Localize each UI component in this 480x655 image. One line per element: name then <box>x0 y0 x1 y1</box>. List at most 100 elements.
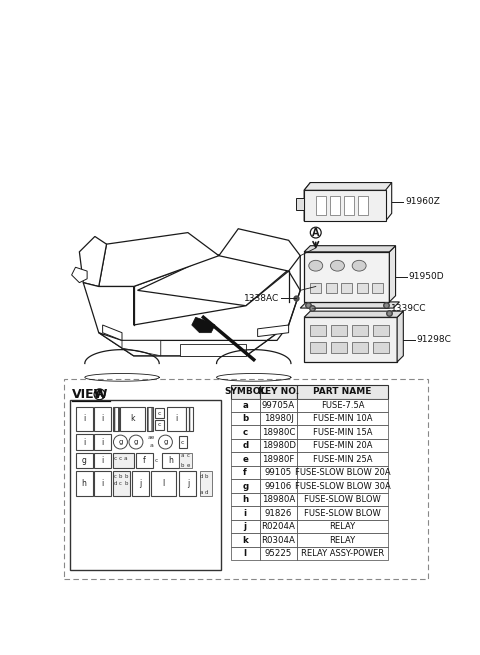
Bar <box>297 439 388 453</box>
Polygon shape <box>192 317 215 333</box>
Text: c: c <box>243 428 248 437</box>
Bar <box>260 385 297 398</box>
Bar <box>297 453 388 466</box>
Bar <box>94 407 111 431</box>
Polygon shape <box>83 271 300 356</box>
Bar <box>297 547 388 560</box>
Text: g: g <box>242 481 248 491</box>
Bar <box>152 472 176 496</box>
Bar <box>230 453 260 466</box>
Bar <box>230 506 260 520</box>
Bar <box>297 466 388 479</box>
Bar <box>341 283 352 293</box>
Text: c: c <box>114 474 117 479</box>
Bar <box>260 533 297 547</box>
Bar <box>113 453 134 468</box>
Bar <box>230 520 260 533</box>
Bar <box>260 412 297 426</box>
Polygon shape <box>219 229 300 271</box>
Text: 18980F: 18980F <box>263 455 295 464</box>
Bar <box>297 533 388 547</box>
Bar <box>180 453 192 468</box>
Text: j: j <box>244 522 247 531</box>
Bar <box>373 325 389 336</box>
Text: 1339CC: 1339CC <box>391 303 426 312</box>
Polygon shape <box>300 302 399 308</box>
Bar <box>75 407 93 431</box>
Text: FUSE-MIN 10A: FUSE-MIN 10A <box>313 414 372 423</box>
Text: i: i <box>244 508 247 517</box>
Text: 95225: 95225 <box>265 549 292 558</box>
Text: i: i <box>83 415 85 423</box>
Text: g: g <box>134 439 138 445</box>
Bar <box>75 434 93 450</box>
Text: 91826: 91826 <box>265 508 292 517</box>
Bar <box>260 426 297 439</box>
Text: c: c <box>113 457 117 462</box>
Text: a: a <box>242 401 248 410</box>
Bar <box>94 434 111 450</box>
Ellipse shape <box>330 260 345 271</box>
Text: k: k <box>242 536 248 544</box>
Polygon shape <box>397 311 403 362</box>
Text: c: c <box>187 453 190 458</box>
Bar <box>147 407 153 431</box>
Polygon shape <box>103 325 122 341</box>
Bar <box>297 479 388 493</box>
Text: 99705A: 99705A <box>262 401 295 410</box>
Text: 18980C: 18980C <box>262 428 295 437</box>
Polygon shape <box>358 196 368 215</box>
Bar <box>311 325 326 336</box>
Text: a: a <box>124 457 128 462</box>
Bar <box>230 493 260 506</box>
Ellipse shape <box>309 260 323 271</box>
Text: FUSE-MIN 25A: FUSE-MIN 25A <box>313 455 372 464</box>
Polygon shape <box>99 325 288 356</box>
Bar <box>70 400 221 570</box>
Bar <box>64 379 428 579</box>
Polygon shape <box>304 246 396 252</box>
Text: b: b <box>242 414 248 423</box>
Text: 91298C: 91298C <box>417 335 451 344</box>
Bar <box>297 398 388 412</box>
Bar <box>167 407 186 431</box>
Bar <box>136 453 153 468</box>
Bar <box>155 408 164 418</box>
Text: d: d <box>113 481 117 486</box>
Bar <box>230 439 260 453</box>
Polygon shape <box>304 317 397 362</box>
Polygon shape <box>137 254 288 306</box>
Polygon shape <box>389 246 396 302</box>
Text: FUSE-SLOW BLOW 20A: FUSE-SLOW BLOW 20A <box>295 468 390 477</box>
Bar <box>186 407 192 431</box>
Text: b: b <box>205 474 208 479</box>
Bar <box>311 283 321 293</box>
Bar <box>311 342 326 353</box>
Text: c: c <box>157 422 161 427</box>
Text: a: a <box>199 489 203 495</box>
Polygon shape <box>72 267 87 283</box>
Text: FUSE-SLOW BLOW: FUSE-SLOW BLOW <box>304 495 381 504</box>
Text: b: b <box>180 462 184 468</box>
Polygon shape <box>79 236 107 286</box>
Bar <box>352 325 368 336</box>
Circle shape <box>129 435 143 449</box>
Bar <box>75 453 93 468</box>
Bar <box>352 342 368 353</box>
Text: i: i <box>101 438 104 447</box>
Bar <box>75 472 93 496</box>
Polygon shape <box>133 255 292 341</box>
Text: k: k <box>131 415 135 423</box>
Text: h: h <box>242 495 248 504</box>
Text: 18980A: 18980A <box>262 495 295 504</box>
Polygon shape <box>316 196 326 215</box>
Bar <box>230 547 260 560</box>
Text: j: j <box>140 479 142 488</box>
Polygon shape <box>258 325 288 337</box>
Bar <box>230 466 260 479</box>
Text: 99106: 99106 <box>265 481 292 491</box>
Bar <box>200 472 212 496</box>
Bar <box>260 520 297 533</box>
Text: c: c <box>157 411 161 416</box>
Text: g: g <box>163 439 168 445</box>
